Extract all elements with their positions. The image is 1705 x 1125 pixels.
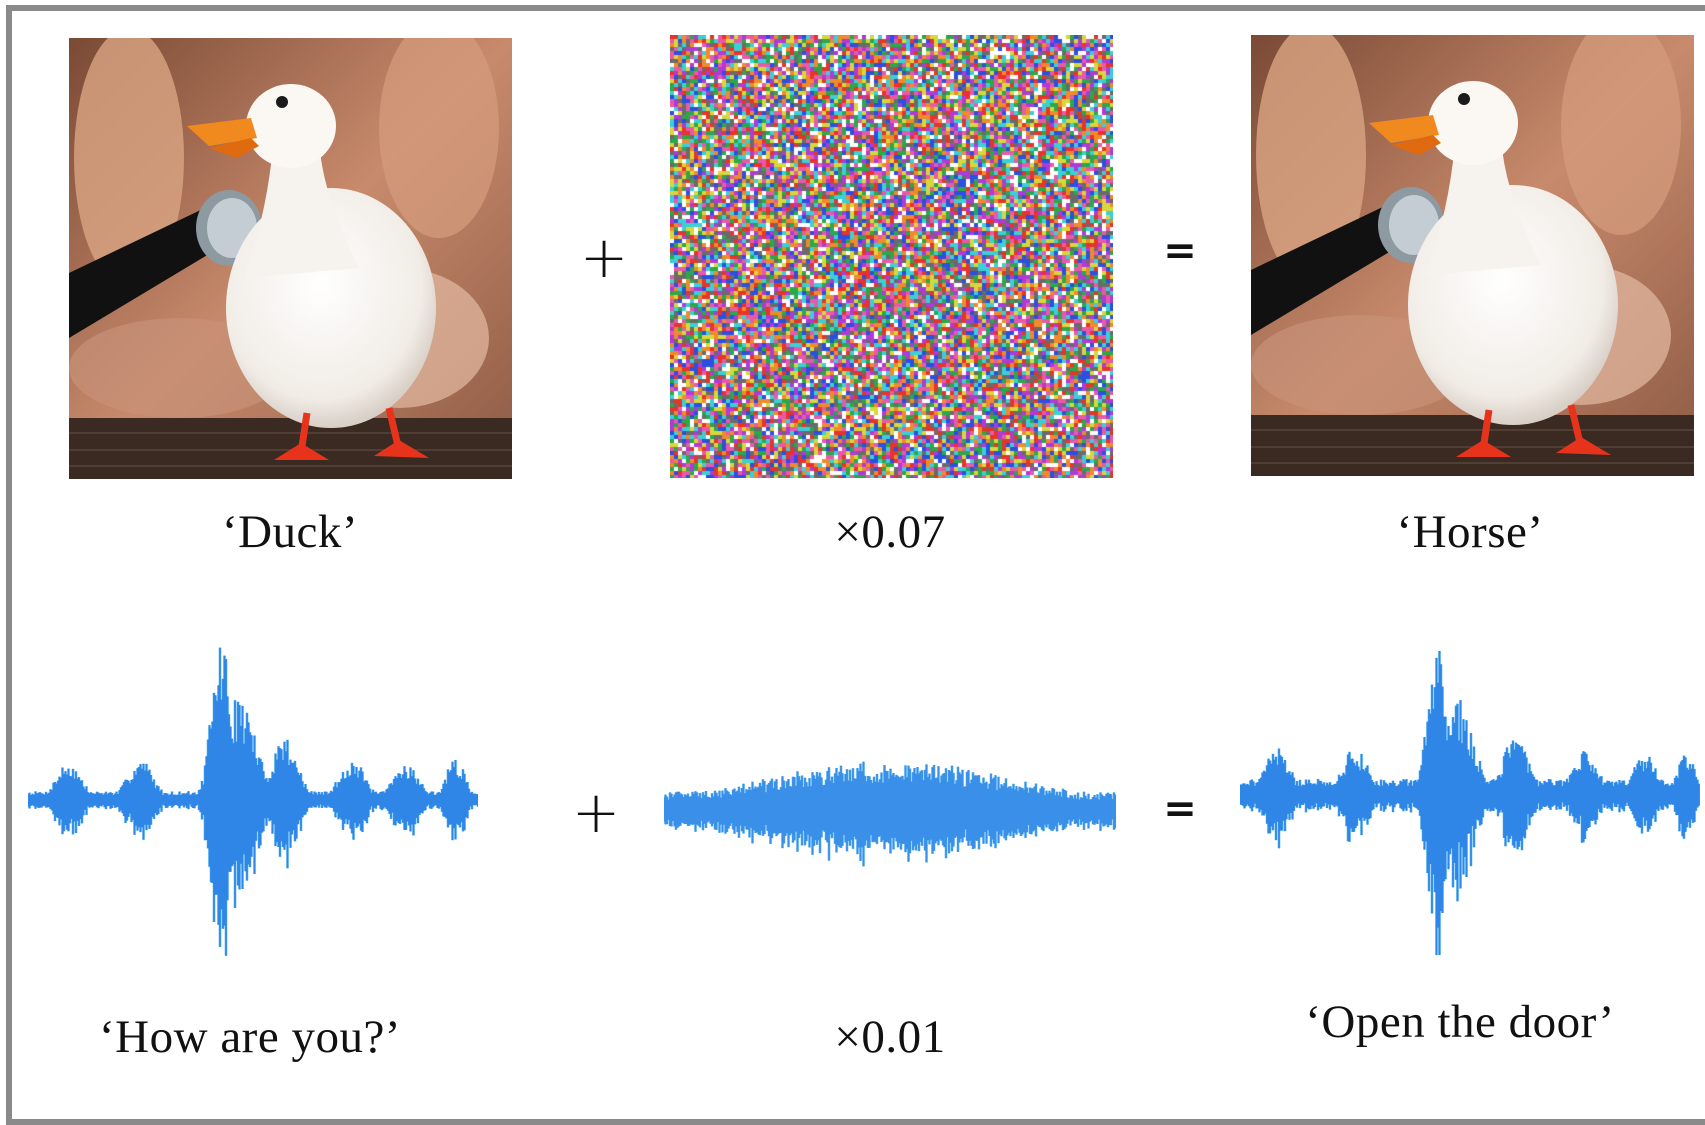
- caption-open-the-door: ‘Open the door’: [1305, 996, 1615, 1048]
- duck-image-original: [69, 38, 512, 479]
- plus-operator-audio-row: +: [571, 778, 621, 846]
- duck-illustration-adversarial: [1251, 35, 1694, 476]
- caption-horse: ‘Horse’: [1396, 506, 1544, 558]
- waveform-trace: [664, 761, 1116, 867]
- equals-operator-audio-row: =: [1163, 786, 1197, 832]
- image-perturbation-noise: [670, 35, 1113, 478]
- waveform-adversarial-plot: [1240, 651, 1700, 955]
- caption-how-are-you: ‘How are you?’: [99, 1011, 401, 1063]
- waveform-original-plot: [28, 647, 478, 956]
- caption-audio-scale: ×0.01: [834, 1011, 946, 1063]
- duck-illustration: [69, 38, 512, 479]
- waveform-adversarial: [1240, 635, 1700, 955]
- caption-image-scale: ×0.07: [834, 506, 946, 558]
- random-noise-pattern: [670, 35, 1113, 478]
- waveform-trace: [1240, 651, 1700, 955]
- equals-operator-image-row: =: [1163, 228, 1197, 274]
- waveform-noise-plot: [664, 761, 1116, 867]
- waveform-original: [28, 625, 478, 975]
- waveform-trace: [28, 647, 478, 956]
- waveform-perturbation: [664, 725, 1116, 895]
- caption-duck: ‘Duck’: [221, 506, 359, 558]
- plus-operator-image-row: +: [579, 223, 629, 291]
- duck-image-adversarial: [1251, 35, 1694, 476]
